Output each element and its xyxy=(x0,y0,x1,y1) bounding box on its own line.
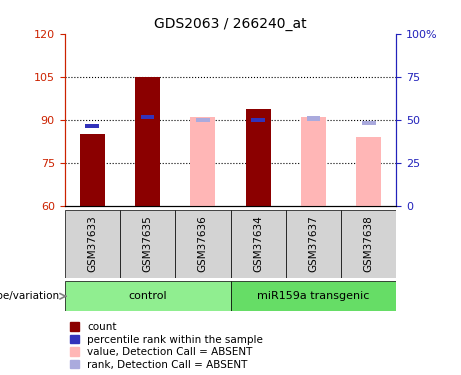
Legend: count, percentile rank within the sample, value, Detection Call = ABSENT, rank, : count, percentile rank within the sample… xyxy=(70,322,263,370)
Bar xyxy=(65,210,120,278)
Bar xyxy=(120,210,175,278)
Bar xyxy=(175,210,230,278)
Bar xyxy=(141,115,154,119)
Bar xyxy=(80,134,105,206)
Bar xyxy=(85,124,99,128)
Title: GDS2063 / 266240_at: GDS2063 / 266240_at xyxy=(154,17,307,32)
Text: GSM37634: GSM37634 xyxy=(253,215,263,272)
Text: GSM37638: GSM37638 xyxy=(364,215,374,272)
Bar xyxy=(196,118,210,122)
Bar xyxy=(301,117,326,206)
Bar xyxy=(246,108,271,206)
Text: control: control xyxy=(128,291,167,301)
Text: GSM37636: GSM37636 xyxy=(198,215,208,272)
Text: GSM37637: GSM37637 xyxy=(308,215,319,272)
Bar xyxy=(356,137,381,206)
Text: GSM37633: GSM37633 xyxy=(87,215,97,272)
Text: GSM37635: GSM37635 xyxy=(142,215,153,272)
Bar xyxy=(230,281,396,311)
Bar xyxy=(190,117,215,206)
Bar xyxy=(341,210,396,278)
Text: genotype/variation: genotype/variation xyxy=(0,291,60,301)
Bar xyxy=(230,210,286,278)
Bar xyxy=(251,118,265,122)
Bar xyxy=(362,121,376,125)
Bar xyxy=(65,281,230,311)
Text: miR159a transgenic: miR159a transgenic xyxy=(257,291,370,301)
Bar xyxy=(307,116,320,121)
Bar xyxy=(286,210,341,278)
Bar xyxy=(135,77,160,206)
